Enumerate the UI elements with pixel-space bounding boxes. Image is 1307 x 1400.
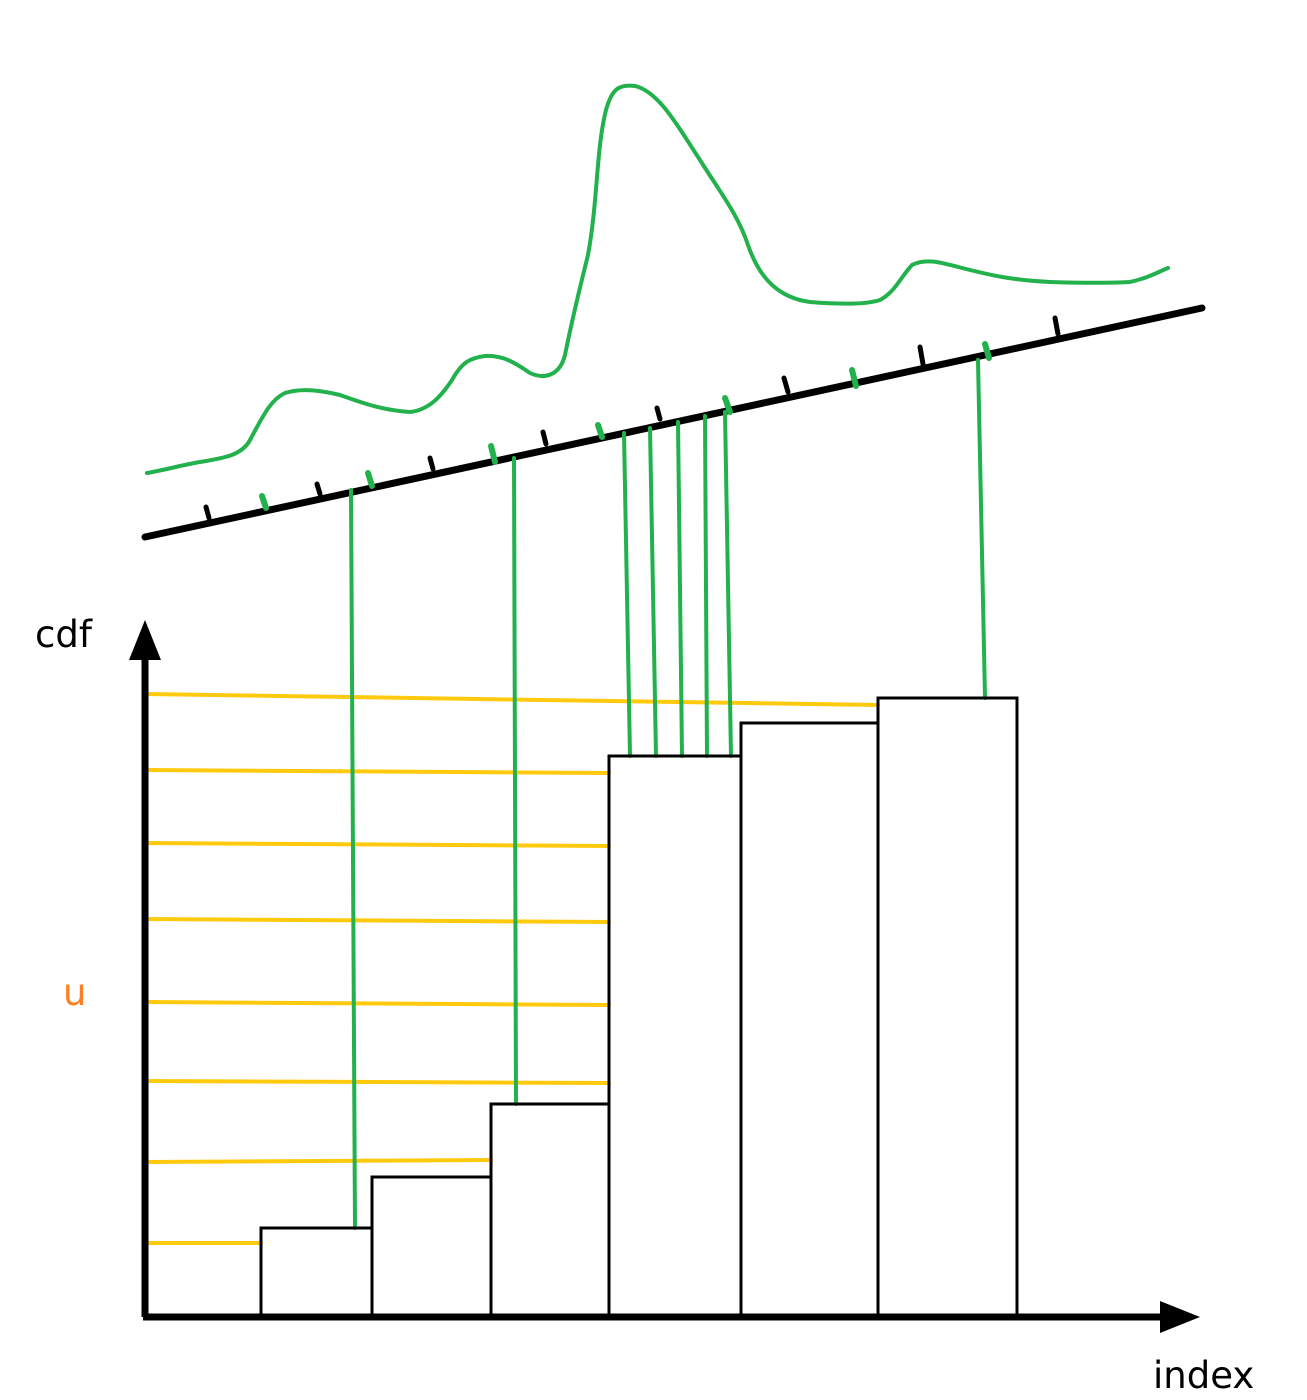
sample-line <box>723 410 733 758</box>
x-axis-arrowhead <box>1160 1301 1200 1333</box>
green-tick <box>982 341 992 361</box>
green-tick <box>488 443 498 465</box>
threshold-line <box>144 841 611 848</box>
cdf-bar-5 <box>739 721 880 1317</box>
sample-axis-ticks <box>203 315 1061 521</box>
u-label: u <box>63 971 86 1014</box>
sample-line <box>648 426 658 758</box>
cdf-bar-4 <box>607 754 743 1317</box>
sample-axis-line <box>141 304 1206 541</box>
black-tick <box>540 429 549 447</box>
black-tick <box>917 344 926 367</box>
threshold-line <box>144 917 611 924</box>
cdf-bars <box>259 696 1019 1317</box>
green-tick <box>365 470 375 489</box>
density-curve <box>145 83 1170 475</box>
cdf-bar-3 <box>489 1102 611 1317</box>
threshold-line <box>144 1158 493 1164</box>
black-tick <box>203 504 212 521</box>
black-tick <box>781 375 791 395</box>
black-tick <box>314 481 323 497</box>
green-tick <box>259 493 269 511</box>
sample-line <box>622 431 632 758</box>
cdf-bar-6 <box>876 696 1019 1317</box>
cdf-bar-1 <box>259 1226 374 1317</box>
green-tick <box>849 367 859 389</box>
sample-line <box>349 488 357 1230</box>
green-tick <box>595 422 605 440</box>
x-axis-label: index <box>1153 1354 1254 1397</box>
cdf-bar-2 <box>370 1175 493 1317</box>
threshold-line <box>144 768 611 775</box>
threshold-line <box>144 1000 611 1007</box>
black-tick <box>1052 315 1061 337</box>
threshold-line <box>144 692 880 707</box>
threshold-line <box>144 1079 611 1085</box>
black-tick <box>654 405 663 422</box>
sample-line <box>703 414 709 758</box>
threshold-lines <box>144 692 880 1245</box>
sample-line <box>676 420 684 758</box>
sample-lines <box>349 358 987 1230</box>
sample-line <box>512 456 518 1106</box>
sample-line <box>976 358 987 700</box>
green-tick <box>722 395 733 415</box>
y-axis-arrowhead <box>129 620 161 660</box>
black-tick <box>427 455 436 472</box>
sample-ticks <box>259 341 992 511</box>
y-axis-label: cdf <box>35 613 93 656</box>
